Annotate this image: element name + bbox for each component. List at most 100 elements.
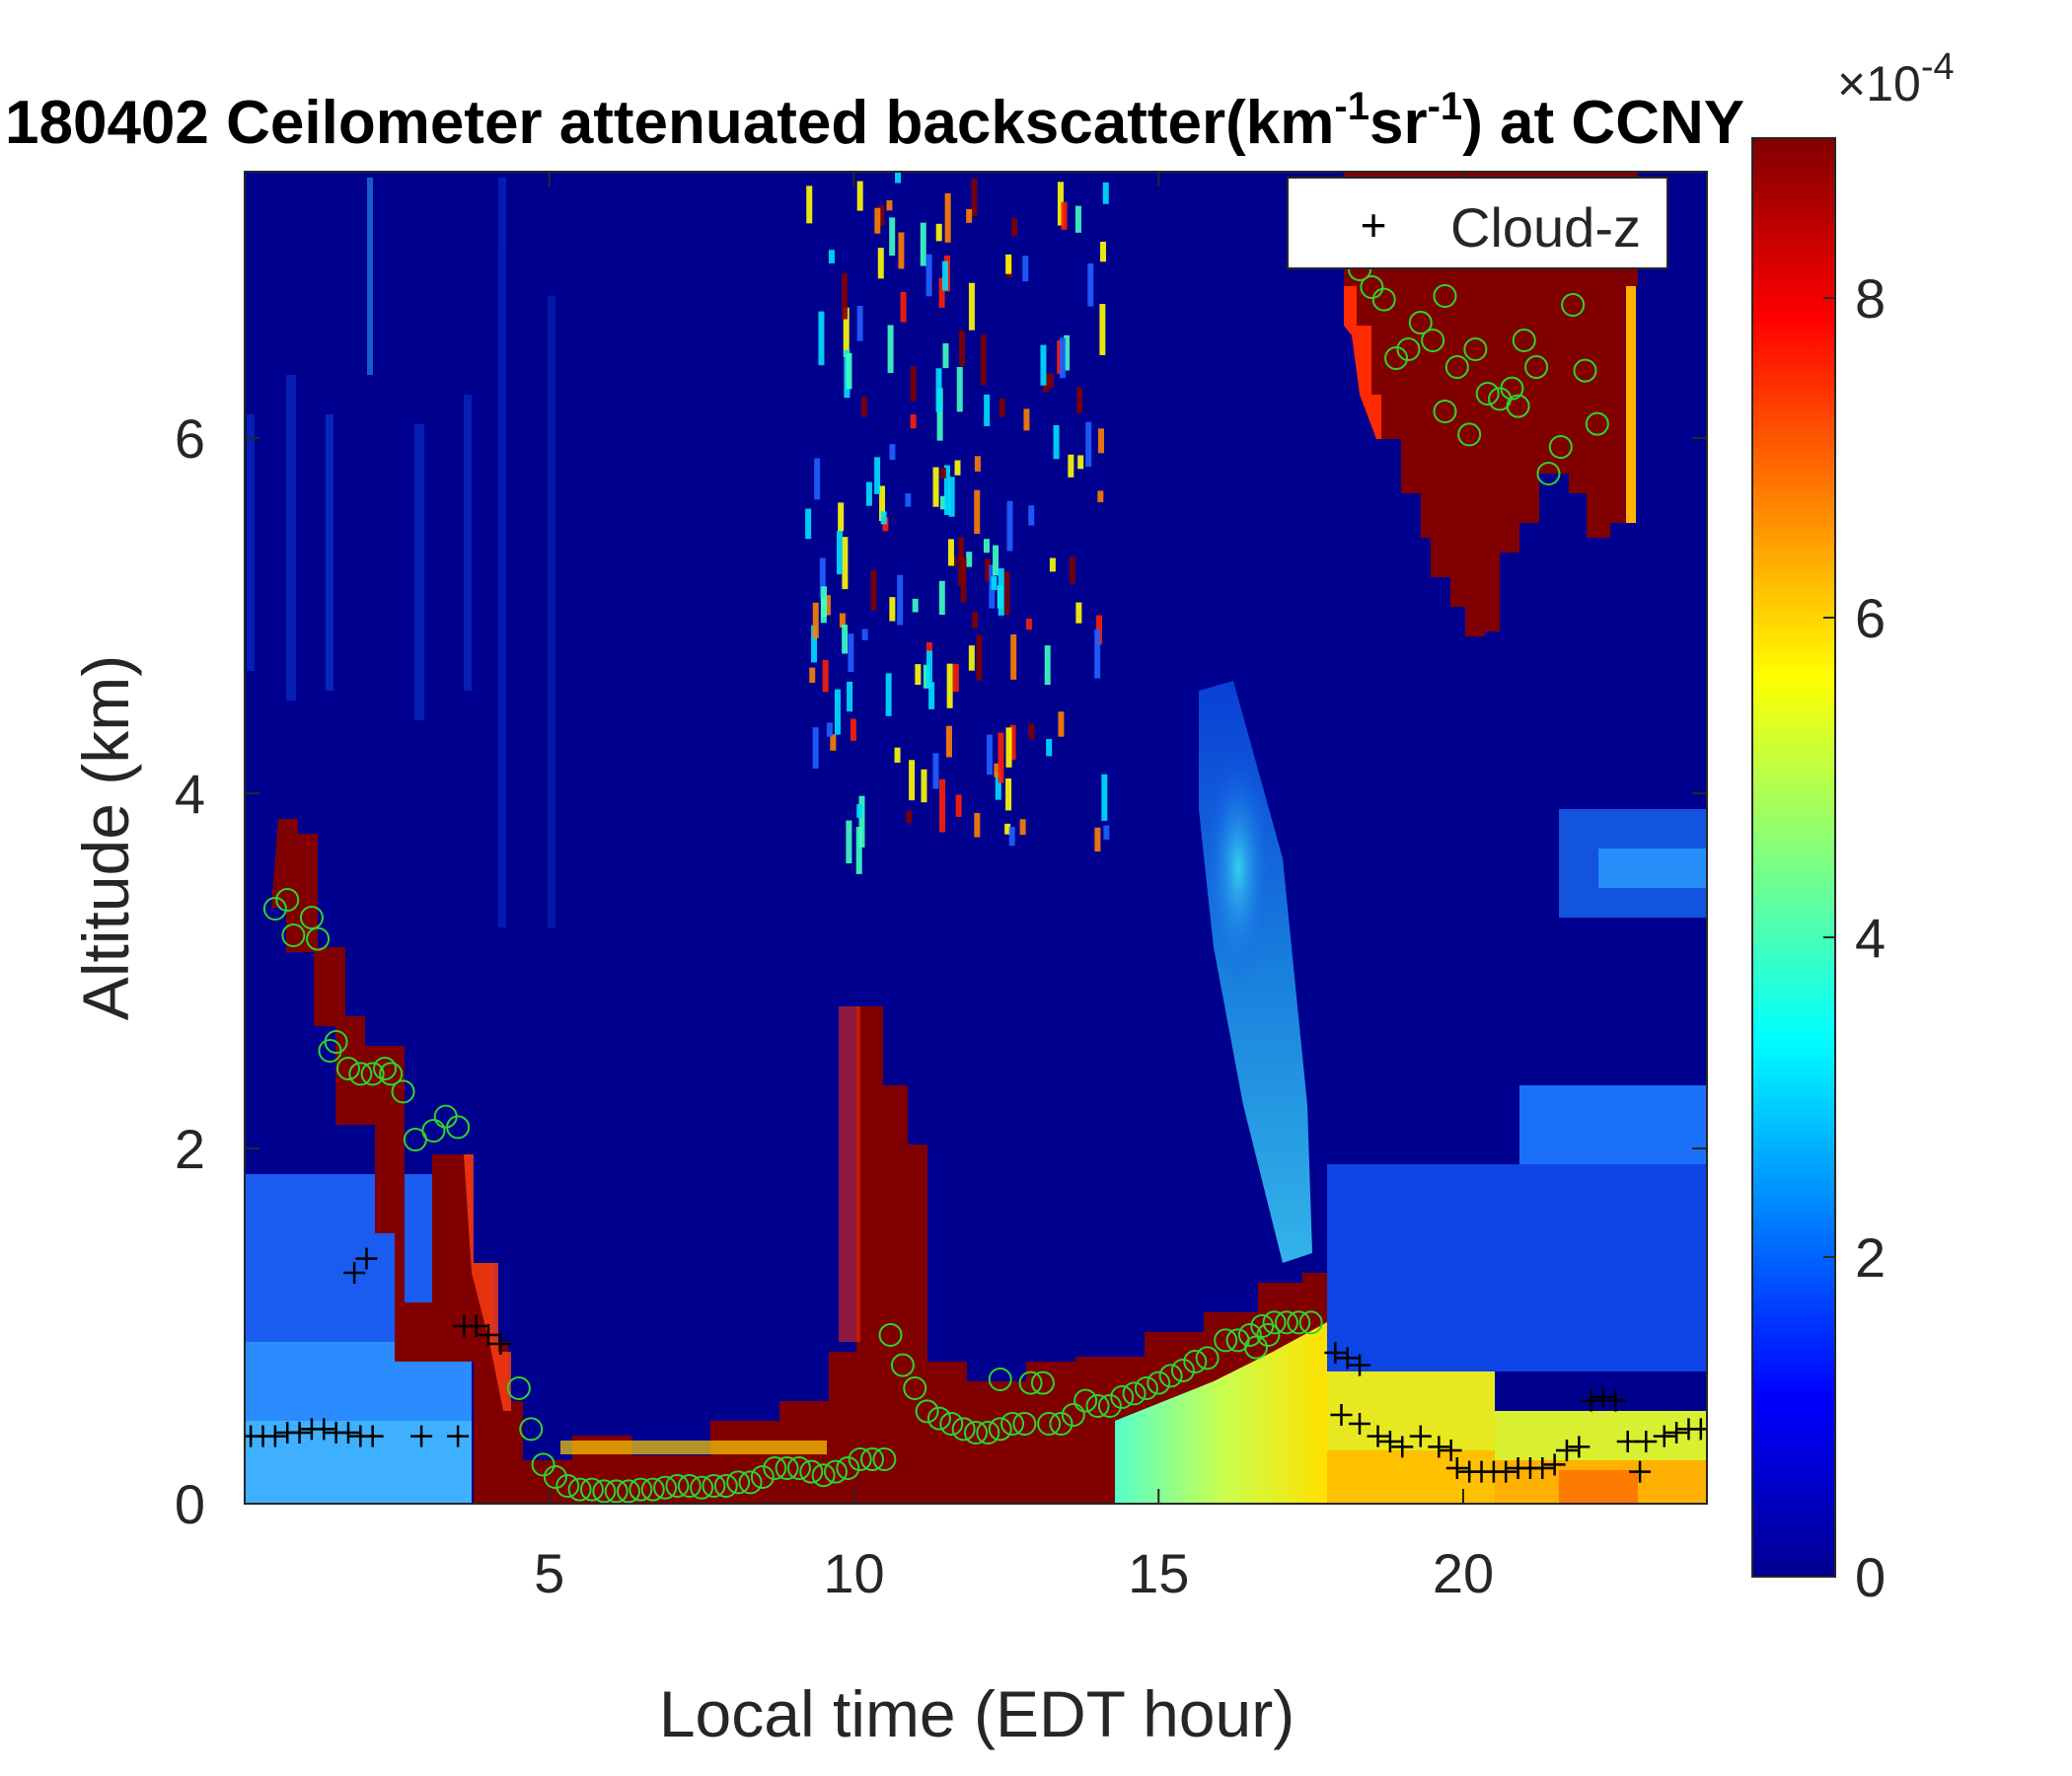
cirrus-speck [985,558,992,582]
x-tick-label: 20 [1433,1542,1494,1604]
y-tick-label: 2 [175,1118,205,1180]
pbl-point [391,1079,415,1104]
cirrus-speck [925,641,932,652]
title-sup2: -1 [1428,85,1463,128]
cirrus-speck [1028,723,1035,740]
colorbar-tick-label: 2 [1855,1226,1886,1289]
cloud-z-point [1689,1418,1707,1441]
pbl-point [1536,462,1561,485]
y-axis-label: Altitude (km) [69,655,142,1020]
pbl-point [1012,1412,1037,1436]
cirrus-speck [947,539,954,566]
pbl-point [903,1376,927,1400]
pbl-point [640,1477,665,1502]
cirrus-speck [818,311,825,366]
cloud-z-point [1330,1404,1353,1426]
cirrus-speck [1068,454,1074,478]
cirrus-speck [848,633,854,673]
cirrus-speck [972,611,979,629]
pbl-point [750,1465,775,1489]
pbl-point [579,1477,604,1502]
pbl-point [592,1479,617,1504]
pbl-point [281,924,306,947]
pbl-point [1573,358,1597,383]
pbl-point [1237,1323,1262,1347]
cirrus-speck [1064,334,1071,371]
cirrus-speck [960,556,967,603]
pbl-point [713,1474,738,1498]
pbl-point [726,1470,751,1495]
pbl-point [506,1376,531,1400]
pbl-point [1463,337,1488,361]
cloud-z-point [288,1422,311,1443]
cirrus-speck [1049,557,1056,572]
cloud-z-point [313,1418,335,1441]
pbl-point [1030,1370,1055,1395]
cirrus-speck [1011,218,1018,237]
cirrus-speck [956,366,963,412]
cirrus-speck [838,502,845,532]
cirrus-speck [846,352,852,390]
pbl-point [1195,1346,1220,1370]
cirrus-speck [1100,241,1107,262]
pbl-point [1421,329,1445,352]
cirrus-speck [939,468,946,479]
pbl-point [555,1474,580,1498]
cirrus-speck [1069,556,1075,584]
cirrus-speck [880,511,887,525]
pbl-point [1018,1370,1043,1395]
pbl-point [1274,1310,1298,1335]
x-tick-label: 15 [1128,1542,1189,1604]
cirrus-speck [999,398,1005,417]
colorbar-exponent: ×10-4 [1837,46,1955,111]
pbl-point [262,897,287,921]
cirrus-speck [994,763,1000,777]
cirrus-speck [842,625,849,654]
cirrus-speck [1057,182,1064,226]
cirrus-speck [822,659,829,693]
cirrus-speck [935,368,942,412]
cirrus-speck [842,537,849,590]
cirrus-speck [936,388,943,441]
cirrus-speck [959,330,966,367]
pbl-point [1561,293,1586,317]
pbl-point [823,1459,848,1484]
cirrus-speck [968,282,975,331]
pbl-point [604,1479,629,1504]
heatmap-field [245,172,1707,1504]
cirrus-speck [910,414,917,429]
pbl-point [335,1057,360,1080]
cirrus-speck [1099,304,1106,355]
cirrus-speck [945,725,952,758]
cirrus-speck [834,689,841,735]
cirrus-speck [898,232,905,269]
cirrus-speck [856,305,863,341]
cloud-z-point [1409,1425,1432,1447]
cloud-z-point [361,1425,384,1447]
pbl-point [1262,1310,1287,1335]
pbl-point [1384,346,1409,370]
pbl-point [988,1417,1012,1442]
pbl-point [1548,435,1573,459]
colorbar-tick-label: 8 [1855,267,1886,330]
cirrus-speck [942,342,949,369]
pbl-point [1457,422,1482,447]
cirrus-speck [1004,823,1011,835]
pbl-point [976,1421,1000,1444]
cirrus-speck [983,539,990,554]
pbl-point [939,1412,964,1436]
pbl-point [1433,400,1457,423]
cloud-z-point [1604,1389,1627,1412]
cirrus-speck [1075,602,1082,624]
legend: + Cloud-z [1287,177,1668,269]
cirrus-speck [895,172,902,184]
cloud-z-point [336,1422,359,1443]
pbl-point [1170,1359,1195,1382]
pbl-point [1214,1328,1238,1353]
pbl-point [1506,394,1530,418]
y-tick-label: 6 [175,407,205,470]
cirrus-speck [1076,387,1083,413]
cloud-z-point [1635,1431,1658,1452]
pbl-point [1049,1412,1073,1436]
colorbar: 0 2 4 6 8 ×10-4 [1751,46,1955,1608]
